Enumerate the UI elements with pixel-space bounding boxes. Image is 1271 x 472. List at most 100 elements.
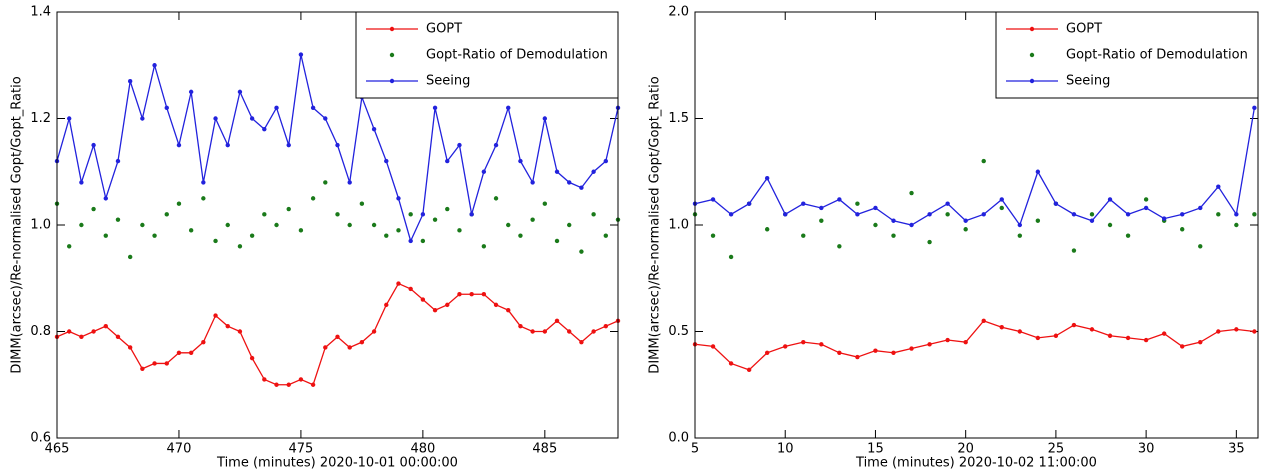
data-point: [262, 377, 267, 382]
data-point: [873, 348, 878, 353]
data-point: [310, 382, 316, 387]
data-point: [213, 313, 218, 318]
data-point: [457, 292, 462, 297]
y-tick-label: 0.8: [30, 324, 51, 339]
data-point: [603, 158, 609, 164]
data-point: [1198, 339, 1203, 345]
data-point: [579, 339, 584, 345]
data-point: [1035, 218, 1041, 223]
data-point: [188, 228, 194, 233]
data-point: [66, 329, 72, 334]
data-point: [999, 325, 1004, 330]
data-point: [981, 158, 986, 164]
x-tick-label: 25: [1048, 442, 1065, 457]
data-point: [710, 197, 716, 202]
data-point: [493, 302, 499, 308]
data-point: [603, 233, 609, 238]
y-tick-label: 1.4: [30, 5, 51, 20]
legend-label: Seeing: [1066, 74, 1110, 89]
data-point: [963, 218, 968, 223]
data-point: [79, 180, 84, 185]
x-tick-label: 35: [1228, 442, 1245, 457]
data-point: [152, 361, 157, 366]
data-point: [891, 233, 896, 238]
data-point: [237, 244, 243, 249]
y-tick-label: 0.6: [30, 431, 51, 446]
data-point: [481, 244, 487, 249]
data-point: [152, 63, 157, 68]
data-point: [396, 281, 401, 286]
legend-marker: [389, 78, 395, 84]
data-point: [801, 201, 806, 206]
data-point: [1198, 205, 1203, 211]
x-tick-label: 465: [45, 442, 70, 457]
data-point: [249, 233, 255, 238]
data-point: [469, 212, 474, 217]
data-point: [201, 196, 206, 201]
data-point: [286, 382, 291, 387]
legend-label: Seeing: [426, 74, 470, 89]
data-point: [530, 217, 535, 222]
data-point: [1216, 329, 1221, 334]
data-point: [891, 350, 896, 355]
data-point: [188, 350, 194, 355]
data-point: [91, 142, 96, 148]
data-point: [371, 329, 377, 334]
data-point: [855, 354, 860, 360]
data-point: [493, 196, 499, 201]
data-point: [591, 169, 596, 174]
data-point: [262, 126, 267, 132]
data-point: [945, 201, 950, 206]
legend-label: Gopt-Ratio of Demodulation: [1066, 48, 1248, 63]
data-point: [310, 196, 316, 201]
data-point: [1143, 197, 1149, 202]
plot-panel: 0.6 0.8 1.0 1.2 1.4 465 470 475 480 485 Time (minu…: [10, 5, 621, 471]
data-point: [506, 222, 511, 228]
data-point: [801, 233, 806, 238]
data-point: [420, 297, 426, 302]
data-point: [1125, 233, 1131, 238]
data-point: [176, 201, 182, 206]
data-point: [1071, 322, 1077, 328]
data-point: [140, 116, 145, 121]
data-point: [1035, 335, 1041, 341]
data-point: [335, 212, 340, 217]
data-point: [237, 329, 243, 334]
data-point: [323, 116, 328, 121]
data-point: [963, 339, 968, 345]
data-point: [408, 212, 413, 217]
data-point: [457, 228, 462, 233]
data-point: [927, 239, 932, 245]
data-point: [164, 361, 169, 366]
data-point: [1035, 169, 1041, 174]
data-point: [1053, 201, 1059, 206]
data-point: [445, 206, 450, 212]
data-point: [286, 206, 291, 212]
data-point: [1089, 327, 1095, 332]
data-point: [298, 377, 304, 382]
data-point: [457, 142, 462, 148]
x-tick-label: 5: [691, 442, 699, 457]
y-tick-label: 2.0: [668, 5, 689, 20]
data-point: [140, 222, 145, 228]
data-point: [764, 227, 770, 232]
legend-label: GOPT: [1066, 22, 1102, 37]
x-tick-label: 15: [867, 442, 884, 457]
data-point: [237, 89, 243, 95]
data-point: [945, 337, 950, 343]
data-point: [201, 180, 206, 185]
data-point: [1198, 244, 1203, 249]
data-point: [262, 212, 267, 217]
x-axis-label: Time (minutes) 2020-10-02 11:00:00: [855, 456, 1097, 471]
data-point: [445, 158, 450, 164]
data-point: [1017, 329, 1023, 334]
data-point: [420, 238, 426, 244]
data-point: [249, 355, 255, 361]
data-point: [927, 212, 932, 217]
data-point: [855, 201, 860, 206]
data-point: [1143, 337, 1149, 343]
data-point: [567, 222, 572, 228]
data-point: [746, 201, 752, 206]
data-point: [873, 222, 878, 228]
x-tick-label: 30: [1138, 442, 1155, 457]
